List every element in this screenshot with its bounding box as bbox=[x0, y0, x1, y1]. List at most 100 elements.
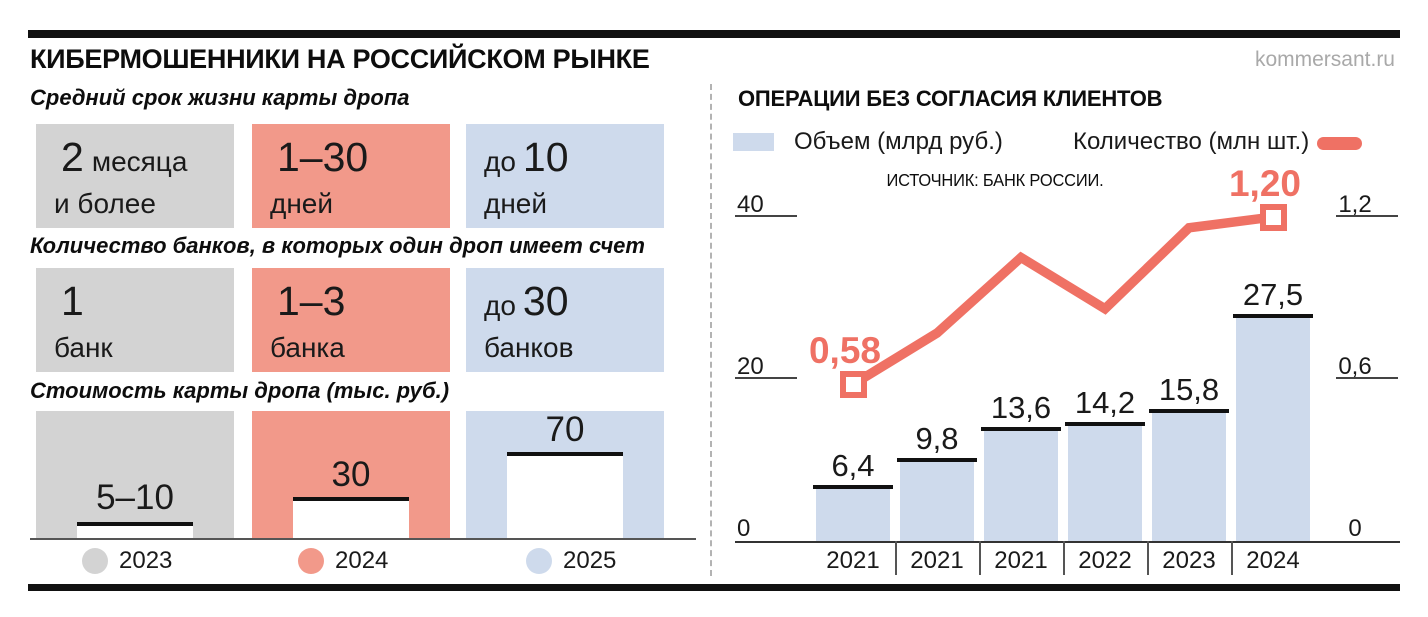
legend-bar-swatch bbox=[733, 133, 774, 151]
x-axis-separator bbox=[1231, 541, 1233, 575]
chart-title: ОПЕРАЦИИ БЕЗ СОГЛАСИЯ КЛИЕНТОВ bbox=[738, 86, 1163, 111]
left-axis-tick-line bbox=[735, 377, 797, 379]
x-axis-year-label: 2021 bbox=[994, 547, 1048, 574]
value-suffix: месяца bbox=[91, 146, 188, 177]
x-axis-year-label: 2024 bbox=[1246, 547, 1300, 574]
x-axis-year-label: 2023 bbox=[1162, 547, 1216, 574]
x-axis-year-label: 2022 bbox=[1078, 547, 1132, 574]
volume-bar-topline bbox=[981, 426, 1061, 431]
value-number: 30 bbox=[522, 278, 569, 324]
volume-bar-label: 14,2 bbox=[1074, 384, 1136, 420]
top-rule bbox=[28, 30, 1400, 38]
cost-value: 30 bbox=[331, 455, 371, 494]
legend-year-label: 2025 bbox=[563, 547, 617, 574]
value-prefix: до bbox=[484, 290, 516, 321]
volume-bar-label: 15,8 bbox=[1158, 372, 1220, 408]
info-box-value: 1–3 bbox=[270, 276, 450, 331]
volume-bar bbox=[1236, 318, 1310, 541]
volume-bar-topline bbox=[1233, 314, 1313, 319]
volume-bar-label: 6,4 bbox=[831, 448, 875, 484]
right-axis-tick-line bbox=[1336, 215, 1398, 217]
info-box-value: 1 bbox=[54, 276, 234, 331]
volume-bar bbox=[816, 489, 890, 541]
volume-bar bbox=[1152, 413, 1226, 541]
value-number: 1–30 bbox=[277, 134, 369, 180]
cost-box-2025: 70 bbox=[466, 410, 664, 538]
x-axis-year-label: 2021 bbox=[826, 547, 880, 574]
legend-line-swatch bbox=[1317, 137, 1362, 150]
cost-mini-bar bbox=[293, 497, 409, 538]
info-box-value: 2 месяца bbox=[54, 132, 234, 187]
x-axis-separator bbox=[1147, 541, 1149, 575]
left-axis-tick-line bbox=[735, 215, 797, 217]
volume-bar-topline bbox=[897, 457, 977, 462]
volume-bar bbox=[1068, 425, 1142, 541]
volume-bar-label: 27,5 bbox=[1242, 277, 1304, 313]
info-box-value: 1–30 bbox=[270, 132, 450, 187]
volume-bar bbox=[984, 430, 1058, 541]
line-endpoint-label: 1,20 bbox=[1228, 163, 1301, 204]
right-axis-tick-label: 0 bbox=[1348, 515, 1362, 542]
legend-year-label: 2024 bbox=[335, 547, 389, 574]
info-box-unit: и более bbox=[54, 188, 156, 219]
volume-bar-label: 9,8 bbox=[915, 420, 959, 456]
info-box-unit: дней bbox=[270, 188, 334, 219]
volume-bar-topline bbox=[1149, 409, 1229, 414]
info-box-unit: банков bbox=[484, 332, 574, 363]
cost-value: 70 bbox=[545, 410, 585, 449]
cost-value: 5–10 bbox=[96, 478, 174, 517]
info-box-lifespan-2024: 1–30 дней bbox=[252, 124, 450, 228]
panel-divider bbox=[710, 84, 712, 576]
cost-box-2023: 5–10 bbox=[36, 411, 234, 538]
x-axis-year-label: 2021 bbox=[910, 547, 964, 574]
info-box-unit: банк bbox=[54, 332, 113, 363]
info-box-unit: банка bbox=[270, 332, 345, 363]
volume-bar bbox=[900, 461, 974, 541]
value-prefix: до bbox=[484, 146, 516, 177]
legend-item-2023: 2023 bbox=[82, 547, 172, 575]
left-panel-baseline bbox=[30, 538, 696, 540]
right-axis-tick-label: 1,2 bbox=[1338, 191, 1372, 218]
cost-mini-bar bbox=[507, 452, 623, 538]
volume-bar-topline bbox=[813, 485, 893, 490]
line-endpoint-label: 0,58 bbox=[808, 330, 881, 372]
left-axis-tick-label: 0 bbox=[737, 515, 751, 542]
right-axis-tick-line bbox=[1336, 377, 1398, 379]
legend-item-2024: 2024 bbox=[298, 547, 388, 575]
left-axis-tick-label: 20 bbox=[737, 353, 764, 380]
legend-dot-blue bbox=[526, 548, 552, 574]
section-subtitle-card-cost: Стоимость карты дропа (тыс. руб.) bbox=[30, 378, 450, 403]
info-box-lifespan-2025: до 10 дней bbox=[466, 124, 664, 228]
info-box-banks-2025: до 30 банков bbox=[466, 268, 664, 372]
left-axis-tick-label: 40 bbox=[737, 191, 764, 218]
legend-dot-salmon bbox=[298, 548, 324, 574]
x-axis-separator bbox=[979, 541, 981, 575]
section-subtitle-banks-count: Количество банков, в которых один дроп и… bbox=[30, 233, 645, 258]
legend-item-2025: 2025 bbox=[526, 547, 616, 575]
info-box-banks-2024: 1–3 банка bbox=[252, 268, 450, 372]
x-axis-separator bbox=[1063, 541, 1065, 575]
info-box-unit: дней bbox=[484, 188, 548, 219]
page-title: КИБЕРМОШЕННИКИ НА РОССИЙСКОМ РЫНКЕ bbox=[30, 44, 650, 74]
legend-volume-label: Объем (млрд руб.) bbox=[794, 128, 1003, 155]
info-box-value: до 10 bbox=[484, 132, 664, 187]
x-axis-line bbox=[735, 541, 1400, 543]
info-box-value: до 30 bbox=[484, 276, 664, 331]
value-number: 1 bbox=[61, 278, 84, 324]
count-line bbox=[850, 212, 1274, 389]
legend-count-label: Количество (млн шт.) bbox=[1073, 128, 1310, 155]
volume-bar-topline bbox=[1065, 421, 1145, 426]
section-subtitle-card-lifespan: Средний срок жизни карты дропа bbox=[30, 85, 410, 110]
info-box-banks-2023: 1 банк bbox=[36, 268, 234, 372]
line-endpoint-marker bbox=[1260, 204, 1287, 231]
legend-dot-gray bbox=[82, 548, 108, 574]
value-number: 10 bbox=[522, 134, 569, 180]
legend-year-label: 2023 bbox=[119, 547, 173, 574]
x-axis-separator bbox=[895, 541, 897, 575]
value-number: 2 bbox=[61, 134, 84, 180]
value-number: 1–3 bbox=[277, 278, 346, 324]
cost-mini-bar bbox=[77, 522, 193, 538]
line-endpoint-marker bbox=[840, 371, 867, 399]
bottom-rule bbox=[28, 584, 1400, 591]
